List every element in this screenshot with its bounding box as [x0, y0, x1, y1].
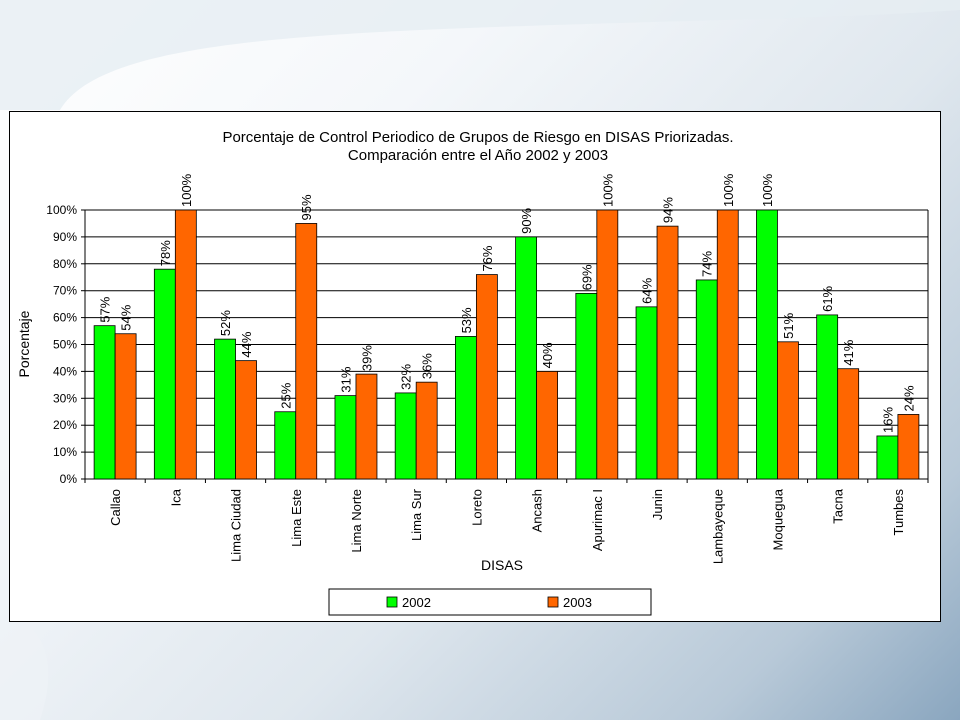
data-label-ica-2003: 100% — [179, 173, 194, 207]
bar-lima-sur-2003 — [415, 381, 438, 480]
bar-tacna-2002 — [816, 314, 839, 480]
y-tick-label-30: 30% — [53, 391, 77, 405]
x-tick-label-lima-sur: Lima Sur — [409, 488, 424, 541]
bar-lima-ciudad-2002 — [214, 338, 236, 480]
y-tick-label-0: 0% — [60, 472, 78, 486]
legend-swatch-2002 — [386, 596, 398, 608]
data-label-tumbes-2002: 16% — [880, 407, 895, 433]
bar-lima-norte-2002 — [334, 395, 357, 480]
data-label-tacna-2002: 61% — [820, 285, 835, 311]
bar-chart: Porcentaje de Control Periodico de Grupo… — [16, 129, 929, 616]
bar-ancash-2002 — [515, 236, 538, 480]
chart-title: Porcentaje de Control Periodico de Grupo… — [222, 129, 733, 146]
y-tick-label-60: 60% — [53, 311, 77, 325]
bar-loreto-2003 — [475, 274, 498, 480]
y-axis-label: Porcentaje — [16, 310, 32, 377]
background-wave — [0, 620, 49, 720]
x-tick-label-ica: Ica — [168, 488, 183, 506]
bar-lima-norte-2003 — [355, 373, 378, 480]
data-label-callao-2003: 54% — [119, 304, 134, 330]
bar-junin-2003 — [656, 225, 679, 480]
bar-lima-ciudad-2003 — [235, 360, 257, 480]
y-tick-label-80: 80% — [53, 257, 77, 271]
data-label-apurimac-i-2003: 100% — [600, 173, 615, 207]
data-label-callao-2002: 57% — [98, 296, 113, 322]
data-label-lima-norte-2003: 39% — [359, 345, 374, 371]
y-tick-label-20: 20% — [53, 418, 77, 432]
data-label-lambayeque-2003: 100% — [721, 173, 736, 207]
bar-lima-sur-2002 — [394, 392, 417, 480]
y-tick-label-40: 40% — [53, 364, 77, 378]
y-tick-label-10: 10% — [53, 445, 77, 459]
data-label-apurimac-i-2002: 69% — [579, 264, 594, 290]
data-label-lima-sur-2002: 32% — [399, 363, 414, 389]
x-tick-label-ancash: Ancash — [530, 489, 545, 532]
data-label-loreto-2002: 53% — [459, 307, 474, 333]
y-tick-label-90: 90% — [53, 230, 77, 244]
data-label-lima-este-2002: 25% — [278, 382, 293, 408]
x-tick-label-moquegua: Moquegua — [770, 488, 785, 550]
data-label-lima-ciudad-2002: 52% — [218, 310, 233, 336]
bar-moquegua-2002 — [756, 209, 778, 480]
data-label-loreto-2003: 76% — [480, 245, 495, 271]
chart-subtitle: Comparación entre el Año 2002 y 2003 — [348, 147, 608, 164]
bar-tacna-2003 — [837, 368, 860, 480]
bar-callao-2003 — [114, 333, 137, 480]
x-tick-label-apurimac-i: Apurimac I — [590, 489, 605, 551]
x-tick-label-callao: Callao — [108, 489, 123, 526]
x-tick-label-loreto: Loreto — [469, 489, 484, 526]
x-tick-label-lima-ciudad: Lima Ciudad — [229, 489, 244, 562]
x-axis-label: DISAS — [481, 557, 523, 573]
legend-label-2002: 2002 — [402, 595, 431, 610]
background-swoosh — [0, 0, 960, 110]
y-tick-label-70: 70% — [53, 284, 77, 298]
data-label-ica-2002: 78% — [158, 240, 173, 266]
data-label-ancash-2003: 40% — [540, 342, 555, 368]
bar-apurimac-i-2003 — [596, 209, 619, 480]
data-label-moquegua-2002: 100% — [760, 173, 775, 207]
bar-junin-2002 — [635, 306, 658, 480]
x-tick-label-lambayeque: Lambayeque — [710, 489, 725, 564]
bar-lima-este-2002 — [274, 411, 297, 480]
bar-ica-2003 — [174, 209, 197, 480]
legend-label-2003: 2003 — [563, 595, 592, 610]
y-tick-label-50: 50% — [53, 338, 77, 352]
data-label-lima-este-2003: 95% — [299, 194, 314, 220]
x-tick-label-junin: Junin — [650, 489, 665, 520]
bar-lima-este-2003 — [295, 223, 318, 480]
legend-box — [328, 588, 652, 616]
chart-area: Porcentaje de Control Periodico de Grupo… — [9, 111, 941, 622]
y-tick-label-100: 100% — [46, 203, 77, 217]
data-label-moquegua-2003: 51% — [781, 312, 796, 338]
data-label-lima-ciudad-2003: 44% — [239, 331, 254, 357]
bar-ica-2002 — [153, 268, 176, 480]
x-tick-label-lima-este: Lima Este — [289, 489, 304, 547]
bar-callao-2002 — [93, 325, 116, 480]
x-tick-label-lima-norte: Lima Norte — [349, 489, 364, 553]
data-label-ancash-2002: 90% — [519, 207, 534, 233]
data-label-tumbes-2003: 24% — [901, 385, 916, 411]
data-label-junin-2002: 64% — [640, 277, 655, 303]
bar-loreto-2002 — [454, 336, 477, 480]
bar-tumbes-2003 — [897, 414, 920, 480]
bar-apurimac-i-2002 — [575, 292, 598, 480]
bar-ancash-2003 — [536, 370, 559, 480]
bar-lambayeque-2002 — [695, 279, 718, 480]
data-label-lima-sur-2003: 36% — [420, 353, 435, 379]
bar-moquegua-2003 — [777, 341, 799, 480]
x-tick-label-tacna: Tacna — [831, 488, 846, 523]
data-label-lima-norte-2002: 31% — [338, 366, 353, 392]
legend-swatch-2003 — [547, 596, 559, 608]
data-label-junin-2003: 94% — [661, 197, 676, 223]
data-label-lambayeque-2002: 74% — [700, 250, 715, 276]
data-label-tacna-2003: 41% — [841, 339, 856, 365]
legend: 2002 2003 — [328, 588, 652, 616]
bar-tumbes-2002 — [876, 435, 899, 480]
x-tick-label-tumbes: Tumbes — [891, 489, 906, 536]
bar-lambayeque-2003 — [716, 209, 739, 480]
